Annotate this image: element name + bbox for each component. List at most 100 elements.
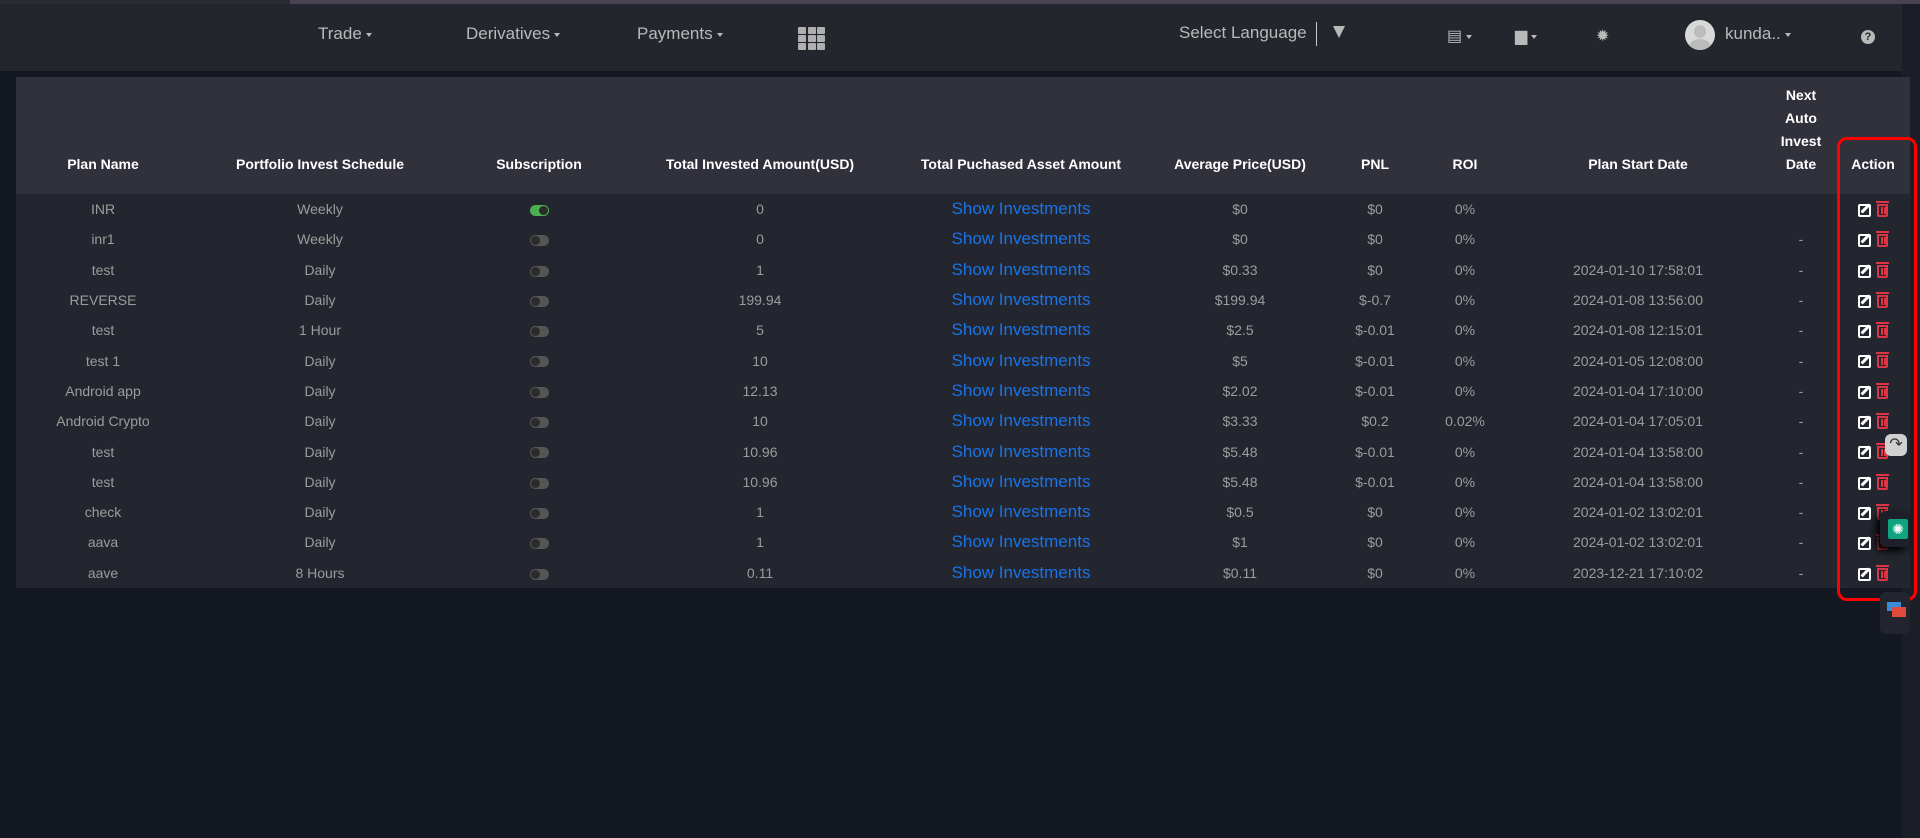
subscription-toggle[interactable] [529,477,549,489]
header-pnl: PNL [1361,156,1389,172]
trash-icon[interactable] [1876,352,1889,369]
show-investments-link[interactable]: Show Investments [951,320,1091,340]
subscription-toggle[interactable] [529,507,549,519]
subscription-toggle[interactable] [529,204,549,216]
table-body: INR Weekly 0 Show Investments $0 $0 0% inr1 Week… [16,194,1910,588]
table-row: Android app Daily 12.13 Show Investments $2.… [16,376,1910,406]
nav-trade[interactable]: Trade [318,24,372,44]
chatgpt-widget[interactable]: ✺ [1880,511,1910,547]
show-investments-link[interactable]: Show Investments [951,441,1091,461]
wallet-icon[interactable]: ▆ [1515,26,1538,46]
edit-icon[interactable] [1858,325,1871,339]
show-investments-link[interactable]: Show Investments [951,380,1091,400]
show-investments-link[interactable]: Show Investments [951,411,1091,431]
plan-name: REVERSE [69,292,137,309]
subscription-toggle[interactable] [529,326,549,338]
show-investments-link[interactable]: Show Investments [951,532,1091,552]
roi: 0% [1454,473,1476,490]
grid-icon[interactable] [798,27,825,50]
avatar[interactable] [1685,20,1715,50]
subscription-cell [450,194,628,224]
trash-icon[interactable] [1876,291,1889,308]
subscription-toggle[interactable] [529,447,549,459]
plans-table: Plan Name Portfolio Invest Schedule Subs… [16,77,1910,588]
trash-icon[interactable] [1876,473,1889,490]
trash-icon[interactable] [1876,322,1889,339]
subscription-cell [450,285,628,315]
show-investments-link[interactable]: Show Investments [951,471,1091,491]
edit-icon[interactable] [1858,385,1871,399]
subscription-toggle[interactable] [529,295,549,307]
plan-start-date: 2024-01-04 13:58:00 [1573,473,1703,490]
subscription-toggle[interactable] [529,417,549,429]
subscription-toggle[interactable] [529,235,549,247]
edit-icon[interactable] [1858,537,1871,551]
language-select[interactable]: Select Language [1179,23,1307,42]
plan-name: aava [87,534,119,551]
next-auto-invest-date: - [1798,473,1804,490]
next-auto-invest-date: - [1798,322,1804,339]
plan-start-date: 2024-01-08 13:56:00 [1573,292,1703,309]
edit-icon[interactable] [1858,355,1871,369]
schedule: Daily [304,382,336,399]
share-arrow-icon[interactable]: ↷ [1885,434,1907,456]
caret-down-icon [554,32,561,37]
edit-icon[interactable] [1858,264,1871,278]
subscription-toggle[interactable] [529,386,549,398]
book-icon[interactable]: ▤ [1447,26,1473,46]
question-icon[interactable]: ? [1861,30,1875,44]
nav-payments-label: Payments [637,24,713,43]
header-subscription: Subscription [496,156,582,172]
show-investments-link[interactable]: Show Investments [951,502,1091,522]
total-invested: 12.13 [742,382,778,399]
schedule: Daily [304,261,336,278]
trash-icon[interactable] [1876,200,1889,217]
next-auto-invest-date: - [1798,382,1804,399]
show-investments-link[interactable]: Show Investments [951,290,1091,310]
edit-icon[interactable] [1858,476,1871,490]
trash-icon[interactable] [1876,564,1889,581]
trash-icon[interactable] [1876,413,1889,430]
plan-name: Android app [65,382,141,399]
roi: 0% [1454,261,1476,278]
subscription-toggle[interactable] [529,568,549,580]
show-investments-link[interactable]: Show Investments [951,350,1091,370]
show-investments-link[interactable]: Show Investments [951,259,1091,279]
roi: 0.02% [1445,413,1485,430]
edit-icon[interactable] [1858,203,1871,217]
pnl: $-0.01 [1355,322,1395,339]
trash-icon[interactable] [1876,261,1889,278]
action-cell [1836,406,1910,436]
next-auto-invest-date: - [1798,504,1804,521]
language-dropdown-arrow-icon[interactable] [1333,26,1345,38]
plan-name: Android Crypto [56,413,150,430]
trash-icon[interactable] [1876,382,1889,399]
roi: 0% [1454,534,1476,551]
edit-icon[interactable] [1858,234,1871,248]
user-menu[interactable]: kunda.. [1725,24,1791,44]
table-row: inr1 Weekly 0 Show Investments $0 $0 0% - [16,224,1910,254]
subscription-toggle[interactable] [529,538,549,550]
edit-icon[interactable] [1858,506,1871,520]
action-cell [1836,345,1910,375]
subscription-toggle[interactable] [529,265,549,277]
header-total-purchased: Total Puchased Asset Amount [920,156,1122,172]
chat-bubbles-icon[interactable] [1880,592,1910,634]
edit-icon[interactable] [1858,446,1871,460]
edit-icon[interactable] [1858,567,1871,581]
roi: 0% [1454,382,1476,399]
edit-icon[interactable] [1858,416,1871,430]
edit-icon[interactable] [1858,294,1871,308]
pnl: $-0.01 [1355,473,1395,490]
show-investments-link[interactable]: Show Investments [951,562,1091,582]
show-investments-link[interactable]: Show Investments [951,229,1091,249]
gear-icon[interactable]: ✹ [1596,28,1610,45]
schedule: Daily [304,443,336,460]
trash-icon[interactable] [1876,231,1889,248]
subscription-toggle[interactable] [529,356,549,368]
nav-payments[interactable]: Payments [637,24,723,44]
show-investments-link[interactable]: Show Investments [951,199,1091,219]
plan-name: inr1 [91,231,115,248]
nav-derivatives[interactable]: Derivatives [466,24,561,44]
subscription-cell [450,406,628,436]
